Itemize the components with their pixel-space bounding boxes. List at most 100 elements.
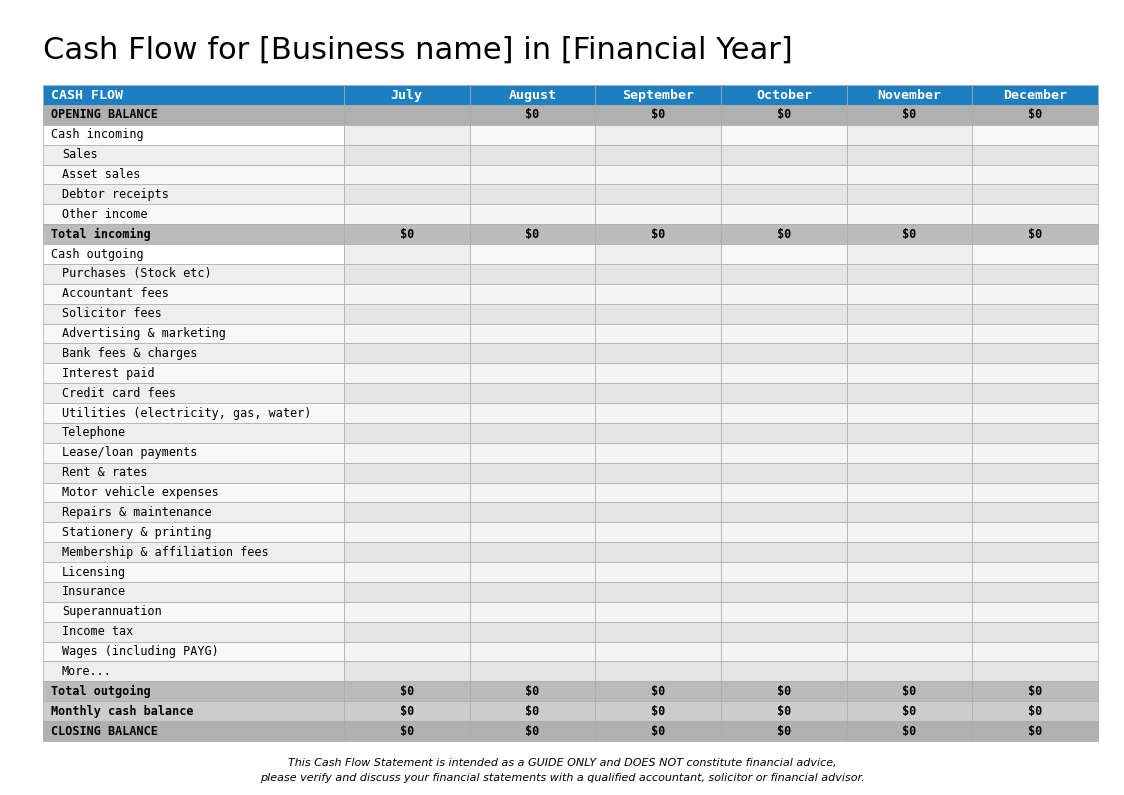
Bar <box>470 324 596 343</box>
Bar <box>972 324 1098 343</box>
Bar <box>596 264 720 284</box>
Bar <box>972 145 1098 165</box>
Bar <box>846 85 972 105</box>
Text: Utilities (electricity, gas, water): Utilities (electricity, gas, water) <box>62 406 311 420</box>
Bar <box>596 483 720 502</box>
Bar <box>43 324 344 343</box>
Bar <box>846 642 972 661</box>
Bar <box>43 284 344 304</box>
Text: Sales: Sales <box>62 148 98 161</box>
Text: Total outgoing: Total outgoing <box>51 684 151 698</box>
Bar <box>344 125 470 145</box>
Bar <box>344 383 470 403</box>
Bar <box>470 204 596 224</box>
Bar <box>344 423 470 443</box>
Bar <box>596 582 720 602</box>
Bar <box>846 105 972 125</box>
Bar <box>846 165 972 184</box>
Bar <box>972 184 1098 204</box>
Bar <box>972 681 1098 701</box>
Bar <box>846 204 972 224</box>
Bar <box>596 522 720 542</box>
Text: Income tax: Income tax <box>62 625 133 638</box>
Bar <box>972 264 1098 284</box>
Bar <box>470 681 596 701</box>
Text: $0: $0 <box>651 704 665 718</box>
Bar <box>470 244 596 264</box>
Text: CLOSING BALANCE: CLOSING BALANCE <box>51 724 157 738</box>
Text: $0: $0 <box>651 108 665 122</box>
Bar <box>596 284 720 304</box>
Bar <box>846 542 972 562</box>
Bar <box>846 363 972 383</box>
Bar <box>470 224 596 244</box>
Bar <box>972 383 1098 403</box>
Bar <box>596 343 720 363</box>
Bar <box>972 224 1098 244</box>
Bar <box>596 165 720 184</box>
Bar <box>344 244 470 264</box>
Bar <box>846 562 972 582</box>
Bar <box>43 681 344 701</box>
Bar <box>596 324 720 343</box>
Bar <box>720 681 846 701</box>
Text: $0: $0 <box>1028 684 1042 698</box>
Bar <box>846 343 972 363</box>
Bar <box>344 224 470 244</box>
Bar <box>972 661 1098 681</box>
Bar <box>846 324 972 343</box>
Bar <box>720 383 846 403</box>
Bar <box>846 284 972 304</box>
Bar <box>596 125 720 145</box>
Bar <box>720 284 846 304</box>
Text: $0: $0 <box>399 227 414 241</box>
Text: Membership & affiliation fees: Membership & affiliation fees <box>62 545 269 559</box>
Bar <box>596 443 720 463</box>
Text: $0: $0 <box>525 108 540 122</box>
Bar <box>720 363 846 383</box>
Bar <box>972 542 1098 562</box>
Bar <box>470 284 596 304</box>
Bar <box>972 284 1098 304</box>
Bar <box>972 304 1098 324</box>
Bar <box>344 264 470 284</box>
Bar <box>43 304 344 324</box>
Bar <box>43 642 344 661</box>
Text: August: August <box>508 88 556 102</box>
Bar <box>720 622 846 642</box>
Bar <box>846 304 972 324</box>
Bar <box>720 105 846 125</box>
Bar <box>43 423 344 443</box>
Bar <box>972 522 1098 542</box>
Bar <box>43 403 344 423</box>
Bar <box>43 542 344 562</box>
Bar <box>43 363 344 383</box>
Bar <box>720 582 846 602</box>
Bar <box>470 264 596 284</box>
Bar <box>972 721 1098 741</box>
Bar <box>470 443 596 463</box>
Bar <box>846 622 972 642</box>
Text: $0: $0 <box>1028 704 1042 718</box>
Text: October: October <box>755 88 812 102</box>
Bar <box>470 622 596 642</box>
Bar <box>720 721 846 741</box>
Bar <box>720 463 846 483</box>
Bar <box>972 165 1098 184</box>
Bar <box>470 125 596 145</box>
Bar <box>470 363 596 383</box>
Text: Advertising & marketing: Advertising & marketing <box>62 327 226 340</box>
Bar <box>43 145 344 165</box>
Text: November: November <box>878 88 942 102</box>
Bar <box>720 204 846 224</box>
Bar <box>596 363 720 383</box>
Bar <box>344 304 470 324</box>
Bar <box>846 423 972 443</box>
Text: $0: $0 <box>1028 724 1042 738</box>
Bar <box>596 304 720 324</box>
Bar <box>43 721 344 741</box>
Bar <box>43 562 344 582</box>
Bar <box>720 661 846 681</box>
Text: $0: $0 <box>651 684 665 698</box>
Bar <box>43 383 344 403</box>
